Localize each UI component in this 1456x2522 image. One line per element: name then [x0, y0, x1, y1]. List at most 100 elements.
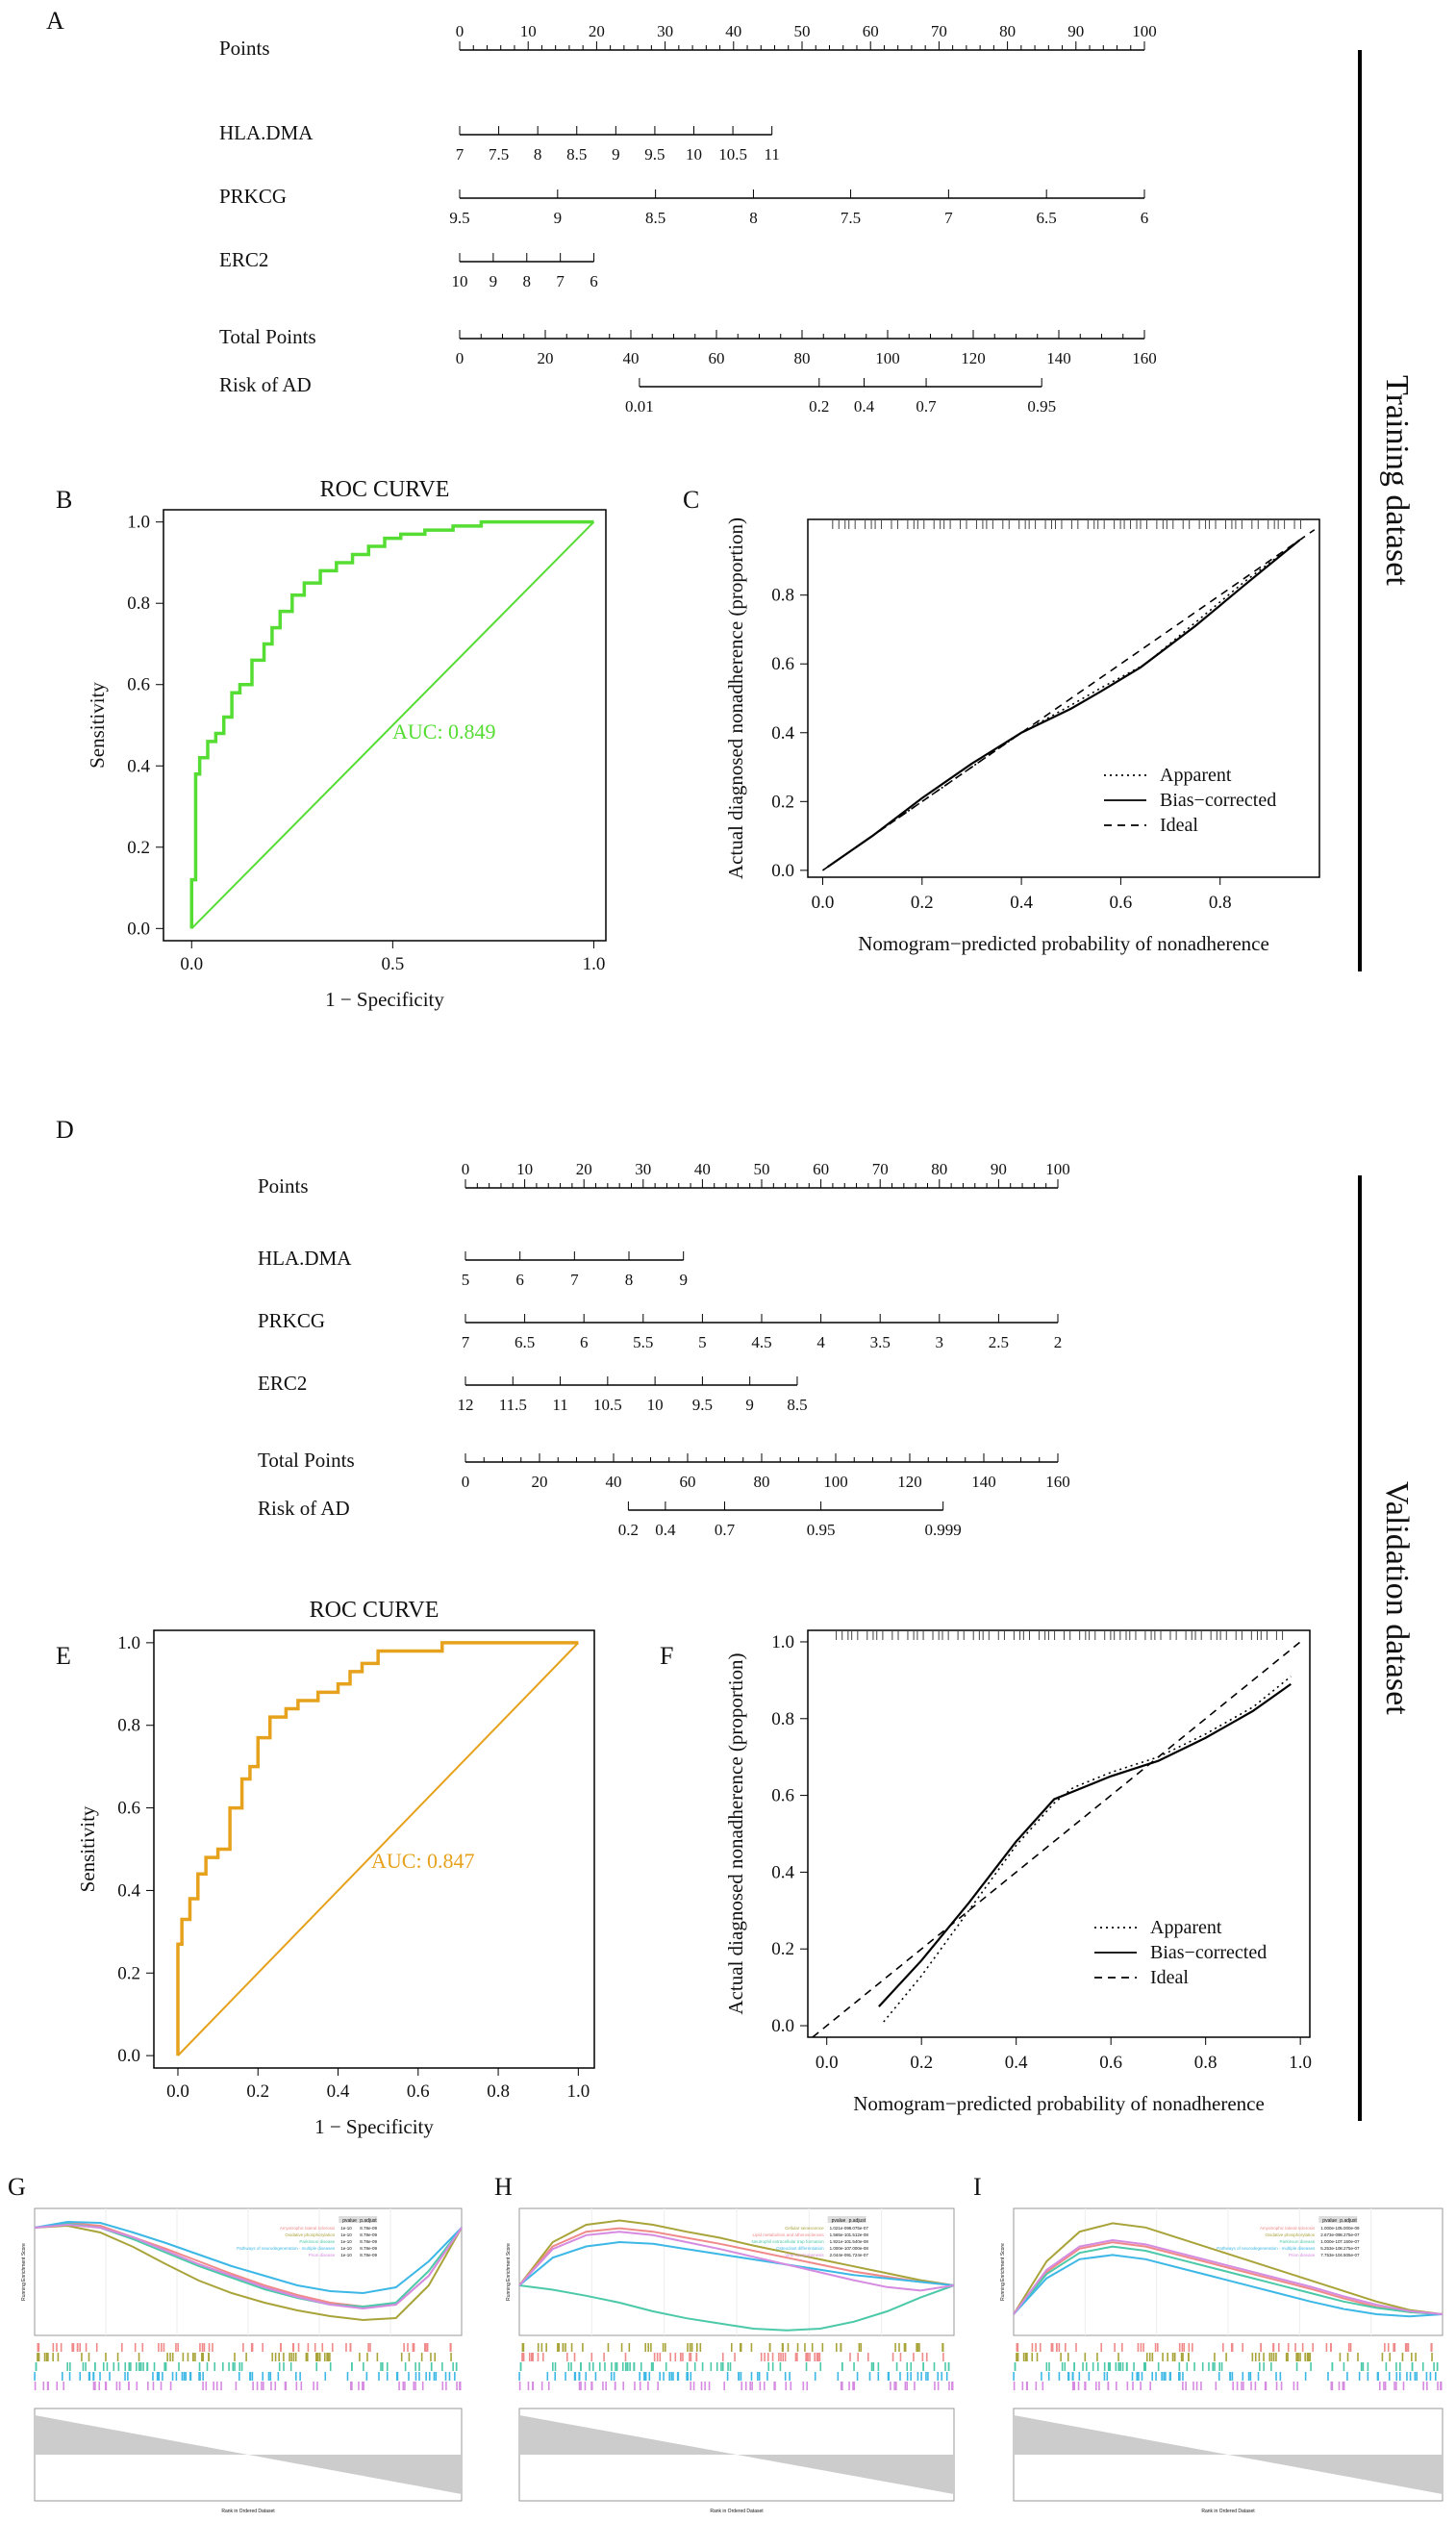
- gsea-running-score-line: [34, 2220, 463, 2295]
- roc-plot-frame: [153, 1629, 595, 2069]
- roc-x-tick-label: 0.0: [180, 954, 203, 974]
- gsea-term-label: Oxidative phosphorylation: [1266, 2232, 1316, 2237]
- roc-y-tick-label: 1.0: [117, 1633, 140, 1653]
- roc-x-axis-label: 1 − Specificity: [325, 988, 444, 1011]
- gsea-running-score-line: [518, 2284, 955, 2332]
- nomogram-row-label-points: Points: [219, 37, 270, 60]
- nomogram-row-label-erc2: ERC2: [258, 1372, 307, 1395]
- nomogram-tick-label: 100: [823, 1473, 848, 1491]
- roc-y-tick-label: 0.0: [127, 919, 150, 939]
- nomogram-tick-label: 0: [456, 22, 464, 40]
- roc-auc-label: AUC: 0.849: [392, 719, 496, 744]
- roc-y-tick-label: 0.6: [117, 1799, 140, 1819]
- legend-label-bias-corrected: Bias−corrected: [1150, 1942, 1267, 1963]
- nomogram-tick-label: 50: [794, 22, 811, 40]
- calibration-y-tick-label: 0.2: [771, 792, 794, 812]
- calibration-line-ideal: [822, 529, 1316, 871]
- gsea-running-score-line: [34, 2223, 463, 2310]
- roc-y-tick-label: 0.2: [127, 838, 150, 858]
- calibration-x-tick-label: 0.8: [1209, 893, 1232, 913]
- gsea-running-score-line: [1013, 2222, 1443, 2315]
- calibration-y-tick-label: 0.0: [771, 2016, 794, 2036]
- nomogram-tick-label: 20: [538, 349, 554, 367]
- gsea-table-header-padjust: p.adjust: [1340, 2218, 1357, 2224]
- panel-label-c: C: [683, 486, 699, 514]
- gsea-table-header-bg: [339, 2216, 378, 2223]
- nomogram-tick-label: 6.5: [515, 1333, 535, 1351]
- gsea-pvalue: 1.021e-09: [830, 2226, 850, 2231]
- nomogram-tick-label: 11: [764, 145, 779, 164]
- nomogram-row-label-prkcg: PRKCG: [258, 1309, 325, 1332]
- nomogram-tick-label: 0.95: [1027, 397, 1056, 416]
- gsea-running-score-line: [1013, 2254, 1443, 2318]
- roc-y-tick-label: 0.0: [117, 2046, 140, 2066]
- roc-diagonal-line: [190, 520, 595, 930]
- gsea-padjust: 8.275e-07: [1340, 2246, 1360, 2251]
- nomogram-tick-label: 100: [1132, 22, 1157, 40]
- nomogram-tick-label: 0.4: [655, 1521, 676, 1539]
- nomogram-tick-label: 9: [490, 272, 498, 290]
- gsea-term-label: Amyotrophic lateral sclerosis: [280, 2226, 336, 2231]
- roc-x-tick-label: 1.0: [566, 2081, 590, 2102]
- nomogram-tick-label: 40: [725, 22, 741, 40]
- nomogram-tick-label: 9: [612, 145, 620, 164]
- nomogram-row-label-erc2: ERC2: [219, 248, 268, 271]
- gsea-pvalue: 1.000e-10: [1320, 2239, 1341, 2244]
- nomogram-tick-label: 70: [931, 22, 947, 40]
- nomogram-tick-label: 0: [456, 349, 464, 367]
- calibration-y-axis-label: Actual diagnosed nonadherence (proportio…: [724, 1652, 747, 2014]
- roc-y-tick-label: 1.0: [127, 513, 150, 533]
- validation-side-label: Validation dataset: [1379, 1481, 1415, 1715]
- nomogram-tick-label: 160: [1132, 349, 1157, 367]
- nomogram-tick-label: 120: [897, 1473, 922, 1491]
- gsea-table-header-padjust: p.adjust: [849, 2218, 866, 2224]
- calibration-line-apparent: [883, 1676, 1292, 2023]
- gsea-term-label: Oxidative phosphorylation: [285, 2232, 335, 2237]
- nomogram-tick-label: 20: [576, 1160, 592, 1178]
- roc-y-tick-label: 0.8: [117, 1716, 140, 1736]
- roc-auc-label: AUC: 0.847: [371, 1849, 475, 1873]
- nomogram-tick-label: 6: [580, 1333, 589, 1351]
- nomogram-tick-label: 30: [635, 1160, 651, 1178]
- calibration-plot-frame: [807, 1629, 1311, 2038]
- gsea-padjust: 4.505e-07: [1340, 2253, 1360, 2257]
- gsea-term-label: Amyotrophic lateral sclerosis: [1260, 2226, 1316, 2231]
- gsea-panel-g: Running Enrichment Score pvalue p.adjust Am…: [21, 2207, 463, 2514]
- roc-training: ROC CURVE 0.0 0.2 0.4 0.6 0.8 1.0 0.0 0.5 1.0 1 − …: [86, 477, 607, 1011]
- nomogram-tick-label: 6: [515, 1271, 524, 1289]
- roc-x-tick-label: 0.4: [327, 2081, 350, 2102]
- nomogram-row-label-risk-of-ad: Risk of AD: [258, 1497, 350, 1520]
- nomogram-tick-label: 100: [1045, 1160, 1070, 1178]
- gsea-term-label: Parkinson disease: [299, 2239, 335, 2244]
- gsea-pvalue: 1e-10: [340, 2239, 352, 2244]
- nomogram-tick-label: 9: [554, 209, 563, 227]
- nomogram-tick-label: 5.5: [633, 1333, 653, 1351]
- nomogram-tick-label: 160: [1045, 1473, 1070, 1491]
- panel-label-f: F: [660, 1642, 673, 1670]
- nomogram-tick-label: 9.5: [644, 145, 665, 164]
- gsea-pvalue: 1e-10: [340, 2226, 352, 2231]
- calibration-y-tick-label: 0.8: [771, 1709, 794, 1729]
- nomogram-tick-label: 0.2: [809, 397, 829, 416]
- nomogram-tick-label: 20: [589, 22, 605, 40]
- roc-y-axis-label: Sensitivity: [76, 1805, 99, 1892]
- nomogram-tick-label: 90: [991, 1160, 1007, 1178]
- legend-label-ideal: Ideal: [1150, 1967, 1189, 1988]
- calibration-x-axis-label: Nomogram−predicted probability of nonadh…: [858, 932, 1269, 955]
- panel-label-e: E: [56, 1642, 71, 1670]
- nomogram-tick-label: 40: [606, 1473, 622, 1491]
- gsea-padjust: 1.724e-07: [849, 2253, 869, 2257]
- panel-label-i: I: [973, 2173, 982, 2201]
- roc-y-tick-label: 0.4: [117, 1880, 140, 1901]
- nomogram-tick-label: 100: [875, 349, 900, 367]
- nomogram-tick-label: 40: [694, 1160, 711, 1178]
- calibration-y-tick-label: 0.4: [771, 723, 794, 744]
- roc-y-tick-label: 0.2: [117, 1963, 140, 1983]
- nomogram-tick-label: 7: [456, 145, 464, 164]
- gsea-term-label: Prion disease: [1289, 2253, 1316, 2257]
- calibration-x-tick-label: 0.8: [1194, 2053, 1218, 2073]
- calibration-y-tick-label: 0.4: [771, 1862, 794, 1882]
- roc-diagonal-line: [177, 1642, 580, 2056]
